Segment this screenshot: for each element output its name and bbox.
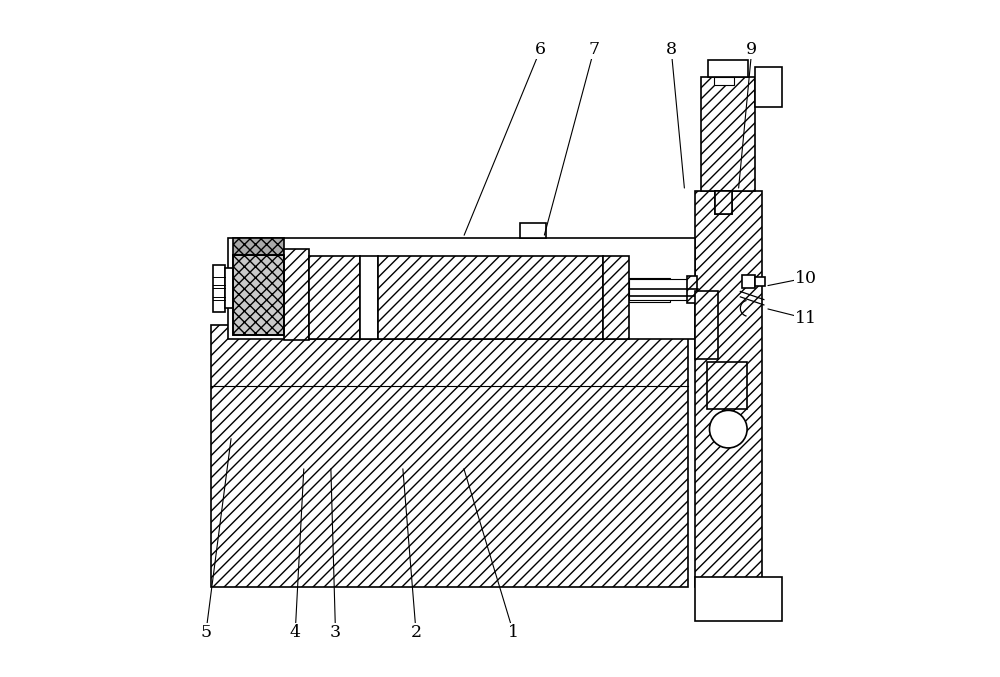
Text: 8: 8 xyxy=(666,41,677,58)
Bar xyxy=(284,249,309,340)
Bar xyxy=(715,191,732,215)
Text: 11: 11 xyxy=(795,310,817,327)
Text: 1: 1 xyxy=(508,624,519,641)
Bar xyxy=(695,191,762,587)
Bar xyxy=(309,256,360,338)
Bar xyxy=(225,268,233,308)
Text: 10: 10 xyxy=(795,269,817,286)
Bar xyxy=(687,276,697,303)
Bar xyxy=(378,256,603,338)
Bar xyxy=(695,577,782,621)
Bar xyxy=(755,277,765,286)
Bar xyxy=(213,265,225,311)
Text: 4: 4 xyxy=(290,624,301,641)
Bar xyxy=(714,77,734,85)
Bar xyxy=(233,238,284,255)
Bar xyxy=(228,238,695,338)
Text: 2: 2 xyxy=(411,624,422,641)
Bar xyxy=(695,292,718,359)
Text: 6: 6 xyxy=(535,41,546,58)
Text: 7: 7 xyxy=(588,41,600,58)
Bar xyxy=(715,191,732,215)
Bar xyxy=(233,278,670,301)
Text: 9: 9 xyxy=(746,41,757,58)
Bar xyxy=(742,275,755,288)
Bar xyxy=(707,362,747,409)
Circle shape xyxy=(709,410,747,448)
Bar xyxy=(701,77,755,191)
Bar xyxy=(520,223,546,238)
Bar xyxy=(360,256,378,338)
Text: 5: 5 xyxy=(200,624,211,641)
Text: 3: 3 xyxy=(330,624,341,641)
Bar xyxy=(211,325,688,587)
Bar xyxy=(708,60,748,77)
Bar xyxy=(233,255,284,335)
Bar xyxy=(629,280,695,299)
Bar xyxy=(233,255,284,335)
Bar xyxy=(755,66,782,107)
Bar xyxy=(603,256,629,338)
